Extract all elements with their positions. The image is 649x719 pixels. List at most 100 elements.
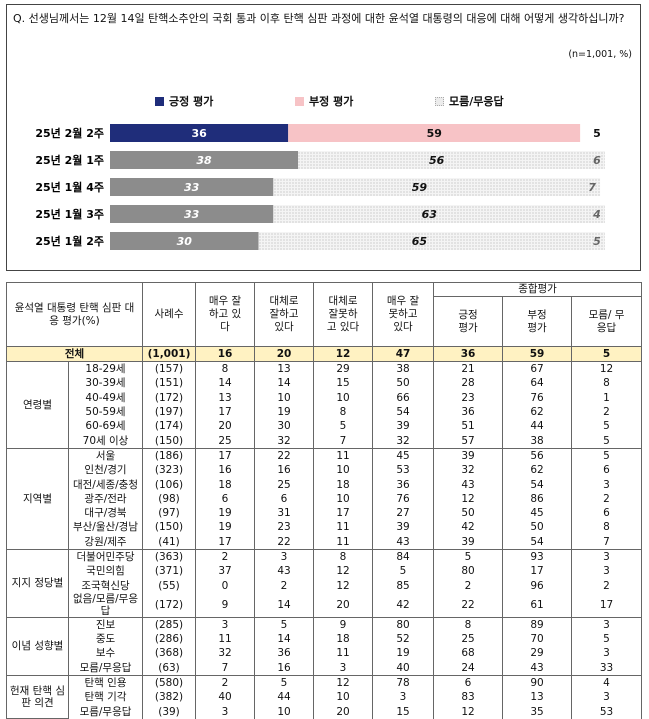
row-label: 인천/경기 bbox=[68, 463, 143, 478]
table-cell: 12 bbox=[313, 674, 373, 691]
table-cell: 11 bbox=[195, 632, 255, 647]
table-cell: 13 bbox=[195, 390, 255, 405]
row-label: 대전/세종/충청 bbox=[68, 477, 143, 492]
table-cell: 15 bbox=[313, 376, 373, 391]
table-cell: 2 bbox=[570, 404, 643, 420]
table-cell: 42 bbox=[372, 592, 434, 618]
row-label: 조국혁신당 bbox=[68, 578, 143, 593]
table-cell: 3 bbox=[254, 548, 314, 565]
row-label: 70세 이상 bbox=[68, 433, 143, 449]
table-cell: 45 bbox=[372, 447, 434, 464]
group-label: 이념 성향별 bbox=[6, 616, 69, 676]
row-n: (151) bbox=[142, 376, 196, 391]
table-cell: 36 bbox=[254, 646, 314, 661]
table-cell: 5 bbox=[372, 564, 434, 579]
header-very-good: 매우 잘하고 있다 bbox=[195, 282, 255, 347]
table-cell: 19 bbox=[254, 404, 314, 420]
table-cell: 22 bbox=[254, 447, 314, 464]
row-label: 국민의힘 bbox=[68, 564, 143, 579]
table-cell: 51 bbox=[433, 419, 503, 434]
table-cell: 8 bbox=[313, 548, 373, 565]
row-label: 모름/무응답 bbox=[68, 660, 143, 676]
bar-segment bbox=[298, 151, 576, 169]
header-fairly-good-label: 대체로 잘하고 있다 bbox=[269, 295, 299, 333]
table-cell: 45 bbox=[502, 505, 572, 521]
table-cell: 50 bbox=[372, 376, 434, 391]
table-cell: 54 bbox=[502, 477, 572, 492]
table-cell: 38 bbox=[502, 433, 572, 449]
header-negative: 부정 평가 bbox=[502, 296, 572, 347]
row-n: (382) bbox=[142, 690, 196, 705]
table-cell: 7 bbox=[195, 660, 255, 676]
row-n: (98) bbox=[142, 491, 196, 506]
table-cell: 31 bbox=[254, 505, 314, 521]
crosstab-table-wrap: 윤석열 대통령 탄핵 심판 대응 평가(%) 사례수 매우 잘하고 있다 대체로… bbox=[6, 282, 643, 719]
row-label: 18-29세 bbox=[68, 361, 143, 377]
table-cell: 20 bbox=[195, 419, 255, 434]
table-cell: 5 bbox=[570, 419, 643, 434]
table-cell: 5 bbox=[254, 674, 314, 691]
table-cell: 10 bbox=[313, 463, 373, 478]
table-row: 40-49세 (172) 13 10 10 66 23 76 1 bbox=[7, 390, 643, 405]
table-cell: 50 bbox=[502, 520, 572, 535]
table-row: 지지 정당별 더불어민주당 (363) 2 3 8 84 5 93 3 bbox=[6, 548, 643, 618]
table-cell: 19 bbox=[195, 505, 255, 521]
table-cell: 86 bbox=[502, 491, 572, 506]
table-cell: 6 bbox=[254, 491, 314, 506]
legend-swatch-negative bbox=[295, 96, 304, 106]
data-label: 30 bbox=[177, 235, 193, 248]
row-label: 더불어민주당 bbox=[68, 548, 143, 565]
row-label: 강원/제주 bbox=[68, 534, 143, 550]
header-sample: 사례수 bbox=[142, 282, 196, 347]
row-label: 탄핵 인용 bbox=[68, 674, 143, 691]
data-label: 6 bbox=[593, 154, 601, 167]
table-cell: 19 bbox=[372, 646, 434, 661]
table-cell: 4 bbox=[570, 674, 643, 691]
table-row: 탄핵 기각 (382) 40 44 10 3 83 13 3 bbox=[7, 690, 643, 705]
table-row: 연령별 18-29세 (157) 8 13 29 38 21 67 12 bbox=[6, 361, 643, 449]
table-row: 국민의힘 (371) 37 43 12 5 80 17 3 bbox=[7, 564, 643, 579]
bar-segment bbox=[110, 232, 259, 250]
table-cell: 29 bbox=[313, 361, 373, 377]
table-cell: 96 bbox=[502, 578, 572, 593]
table-cell: 5 bbox=[570, 433, 643, 449]
legend-label-unknown: 모름/무응답 bbox=[449, 95, 504, 108]
total-cell: 47 bbox=[372, 346, 434, 362]
data-label: 4 bbox=[592, 208, 601, 221]
table-row: 헌재 탄핵 심판 의견 탄핵 인용 (580) 2 5 12 78 6 90 4 bbox=[6, 674, 643, 719]
row-n: (150) bbox=[142, 520, 196, 535]
row-label: 40-49세 bbox=[68, 390, 143, 405]
table-row: 대구/경북 (97) 19 31 17 27 50 45 6 bbox=[7, 505, 643, 521]
table-cell: 6 bbox=[195, 491, 255, 506]
table-body: 전체 (1,001) 16 20 12 47 36 59 5 연령별 18-29세… bbox=[6, 346, 643, 719]
row-label: 중도 bbox=[68, 632, 143, 647]
table-cell: 64 bbox=[502, 376, 572, 391]
table-cell: 25 bbox=[254, 477, 314, 492]
table-cell: 43 bbox=[502, 660, 572, 676]
table-cell: 2 bbox=[195, 674, 255, 691]
table-row: 조국혁신당 (55) 0 2 12 85 2 96 2 bbox=[7, 578, 643, 593]
row-label: 30-39세 bbox=[68, 376, 143, 391]
table-cell: 12 bbox=[433, 491, 503, 506]
data-label: 33 bbox=[184, 181, 200, 194]
table-cell: 17 bbox=[570, 592, 643, 618]
table-cell: 2 bbox=[254, 578, 314, 593]
header-fairly-good: 대체로 잘하고 있다 bbox=[254, 282, 314, 347]
bar-segment bbox=[565, 178, 601, 196]
legend-positive: 긍정 평가 bbox=[155, 93, 213, 109]
data-label: 5 bbox=[593, 235, 601, 248]
table-cell: 8 bbox=[195, 361, 255, 377]
table-cell: 84 bbox=[372, 548, 434, 565]
row-label: 모름/무응답 bbox=[68, 704, 143, 719]
legend-unknown: 모름/무응답 bbox=[435, 93, 504, 109]
table-cell: 32 bbox=[372, 433, 434, 449]
table-cell: 43 bbox=[433, 477, 503, 492]
table-cell: 20 bbox=[313, 704, 373, 719]
table-cell: 5 bbox=[433, 548, 503, 565]
table-cell: 2 bbox=[570, 578, 643, 593]
table-row: 인천/경기 (323) 16 16 10 53 32 62 6 bbox=[7, 463, 643, 478]
data-label: 5 bbox=[593, 127, 601, 140]
table-cell: 5 bbox=[254, 616, 314, 633]
unit-note: (n=1,001, %) bbox=[568, 49, 632, 60]
table-cell: 3 bbox=[570, 646, 643, 661]
